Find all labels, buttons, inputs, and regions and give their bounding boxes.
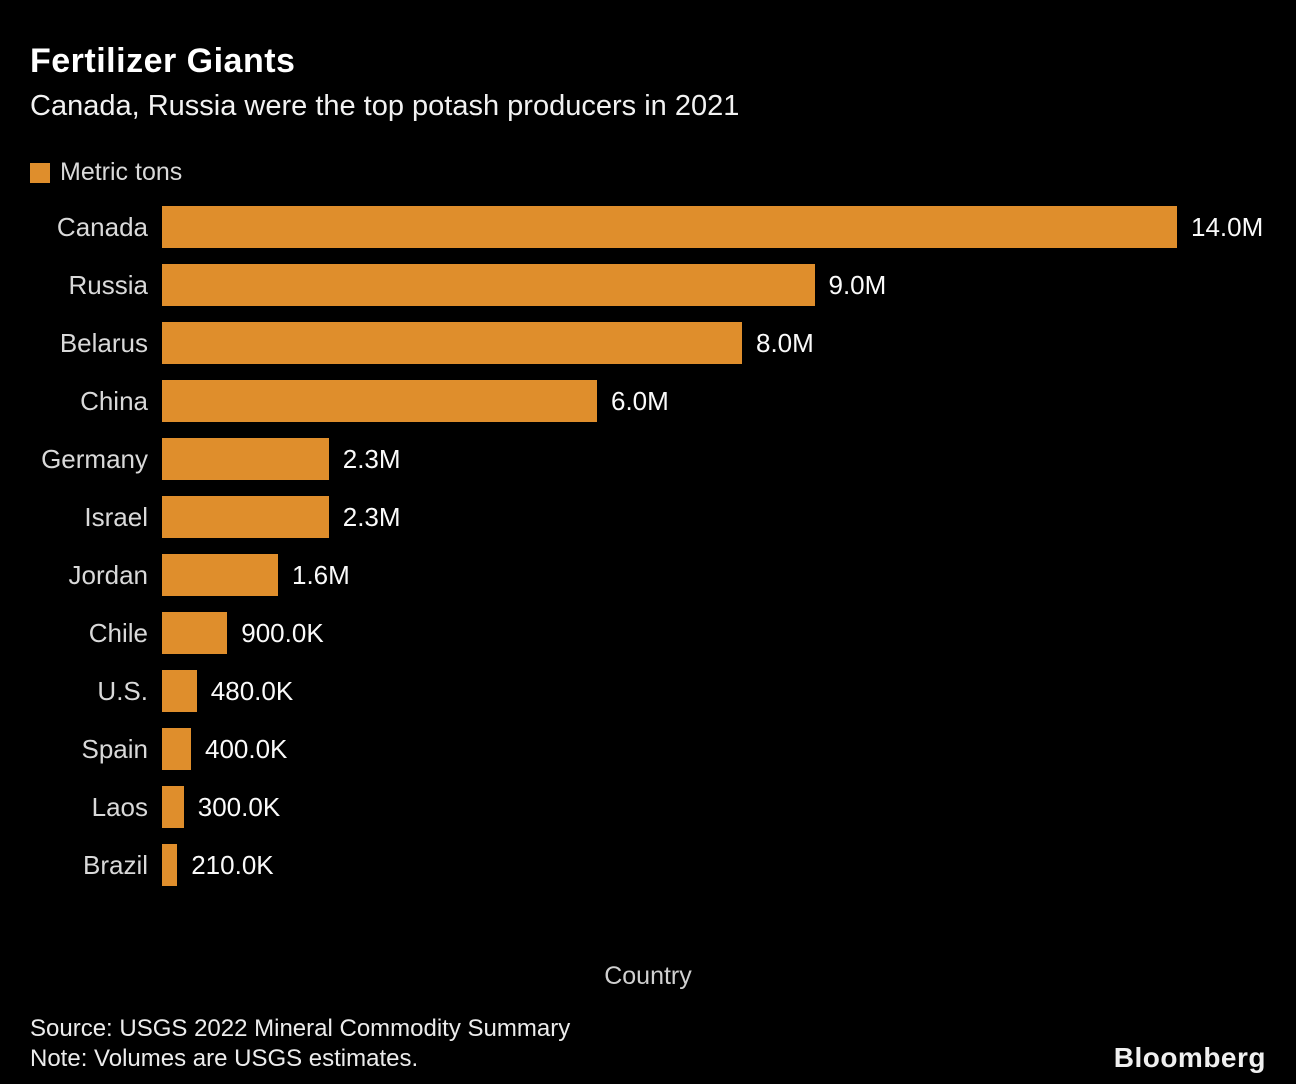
bar-track: 400.0K	[162, 728, 1177, 771]
category-label-canada: Canada	[56, 211, 148, 242]
legend-swatch-icon	[30, 162, 50, 183]
bar-track: 2.3M	[162, 496, 1177, 539]
category-label-belarus: Belarus	[59, 327, 148, 358]
category-label-chile: Chile	[88, 617, 148, 648]
category-label-brazil: Brazil	[82, 849, 148, 880]
value-label: 9.0M	[828, 269, 887, 300]
value-label: 480.0K	[210, 675, 294, 706]
bar-track: 480.0K	[162, 670, 1177, 713]
value-label: 2.3M	[342, 501, 401, 532]
bar-row: Russia 9.0M	[30, 264, 1266, 307]
bar-russia	[162, 264, 815, 307]
bar-track: 210.0K	[162, 844, 1177, 887]
bar-track: 300.0K	[162, 786, 1177, 829]
bar-track: 8.0M	[162, 322, 1177, 365]
bar-row: Laos 300.0K	[30, 786, 1266, 829]
value-label: 2.3M	[342, 443, 401, 474]
bar-laos	[162, 786, 184, 829]
legend: Metric tons	[30, 158, 1266, 187]
bar-track: 2.3M	[162, 438, 1177, 481]
chart-title: Fertilizer Giants	[30, 42, 296, 80]
source-text: Source: USGS 2022 Mineral Commodity Summ…	[30, 1015, 571, 1043]
bar-israel	[162, 496, 329, 539]
bar-row: Chile 900.0K	[30, 612, 1266, 655]
bar-brazil	[162, 844, 178, 887]
value-label: 6.0M	[611, 385, 669, 416]
category-label-israel: Israel	[84, 501, 148, 532]
value-label: 1.6M	[292, 559, 350, 590]
chart-subtitle: Canada, Russia were the top potash produ…	[30, 89, 740, 122]
bar-track: 9.0M	[162, 264, 1177, 307]
value-label: 400.0K	[204, 733, 288, 764]
category-label-china: China	[80, 385, 148, 416]
note-text: Note: Volumes are USGS estimates.	[30, 1045, 419, 1073]
bar-row: Germany 2.3M	[30, 438, 1266, 481]
bar-row: China 6.0M	[30, 380, 1266, 423]
bar-track: 6.0M	[162, 380, 1177, 423]
value-label: 8.0M	[756, 327, 814, 358]
bar-row: Belarus 8.0M	[30, 322, 1266, 365]
bar-belarus	[162, 322, 742, 365]
bar-chart: Canada 14.0M Russia 9.0M Belarus 8.0M China 6.0…	[30, 206, 1266, 887]
category-label-jordan: Jordan	[68, 559, 149, 590]
bloomberg-logo: Bloomberg	[1113, 1042, 1266, 1073]
bar-canada	[162, 206, 1177, 249]
bar-china	[162, 380, 597, 423]
bar-row: Canada 14.0M	[30, 206, 1266, 249]
category-label-russia: Russia	[68, 269, 148, 300]
category-axis-title: Country	[604, 962, 692, 991]
bar-row: Jordan 1.6M	[30, 554, 1266, 597]
bar-us	[162, 670, 197, 713]
category-label-us: U.S.	[97, 675, 148, 706]
source-note-block: Source: USGS 2022 Mineral Commodity Summ…	[30, 1014, 1266, 1074]
value-label: 210.0K	[191, 849, 274, 880]
bar-germany	[162, 438, 329, 481]
bar-track: 1.6M	[162, 554, 1177, 597]
category-label-germany: Germany	[41, 443, 148, 474]
bar-spain	[162, 728, 191, 771]
bar-row: Spain 400.0K	[30, 728, 1266, 771]
bar-track: 14.0M	[162, 206, 1263, 249]
bar-jordan	[162, 554, 278, 597]
category-label-laos: Laos	[91, 791, 148, 822]
bar-row: Israel 2.3M	[30, 496, 1266, 539]
bar-chile	[162, 612, 228, 655]
bar-row: U.S. 480.0K	[30, 670, 1266, 713]
value-label: 900.0K	[241, 617, 324, 648]
value-label: 300.0K	[197, 791, 281, 822]
value-label: 14.0M	[1191, 211, 1264, 242]
legend-label: Metric tons	[60, 158, 183, 187]
bar-row: Brazil 210.0K	[30, 844, 1266, 887]
category-label-spain: Spain	[81, 733, 149, 764]
bar-track: 900.0K	[162, 612, 1177, 655]
